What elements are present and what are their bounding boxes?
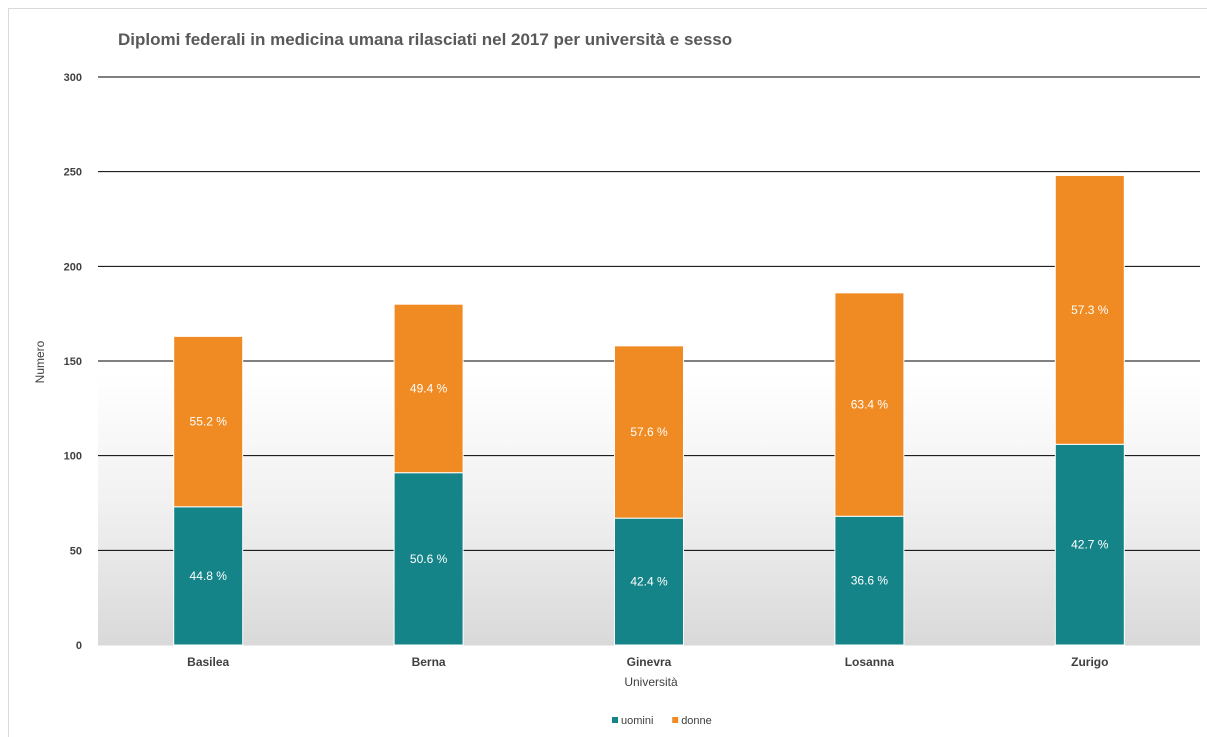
legend-label-donne: donne: [681, 715, 712, 727]
y-tick-label: 300: [64, 72, 82, 84]
data-label: 42.7 %: [1071, 538, 1109, 552]
data-label: 49.4 %: [410, 381, 448, 395]
x-tick-label: Ginevra: [627, 655, 672, 669]
data-label: 36.6 %: [851, 574, 889, 588]
x-tick-label: Basilea: [187, 655, 229, 669]
chart-title: Diplomi federali in medicina umana rilas…: [118, 30, 732, 49]
bar-uomini-ginevra: [614, 517, 684, 646]
bars: [173, 174, 1125, 646]
data-label: 55.2 %: [190, 415, 228, 429]
bar-uomini-losanna: [834, 515, 905, 646]
data-label: 57.3 %: [1071, 303, 1109, 317]
y-tick-label: 200: [64, 261, 82, 273]
bar-uomini-zurigo: [1054, 443, 1125, 646]
data-label: 42.4 %: [630, 575, 668, 589]
y-tick-label: 0: [76, 640, 82, 652]
y-tick-label: 150: [64, 356, 82, 368]
x-axis-title: Università: [624, 675, 678, 689]
x-tick-label: Losanna: [845, 655, 895, 669]
legend: uomini donne: [612, 715, 712, 727]
data-label: 63.4 %: [851, 398, 889, 412]
bar-donne-zurigo: [1054, 174, 1125, 445]
legend-label-uomini: uomini: [621, 715, 653, 727]
bar-donne-berna: [393, 303, 464, 474]
x-tick-label: Zurigo: [1071, 655, 1108, 669]
bar-donne-losanna: [834, 292, 905, 517]
data-label: 57.6 %: [630, 425, 668, 439]
y-tick-label: 50: [70, 545, 82, 557]
legend-swatch-uomini: [612, 717, 618, 723]
y-axis-title: Numero: [33, 340, 47, 383]
data-label: 50.6 %: [410, 552, 448, 566]
y-tick-label: 100: [64, 451, 82, 463]
bar-labels: 44.8 % 55.2 % 50.6 % 49.4 % 42.4 % 57.6 % 36.6…: [190, 303, 1109, 589]
bar-donne-ginevra: [614, 345, 684, 519]
legend-swatch-donne: [672, 717, 679, 723]
data-label: 44.8 %: [190, 569, 228, 583]
x-tick-label: Berna: [412, 655, 446, 669]
y-tick-label: 250: [64, 167, 82, 179]
bar-donne-basilea: [173, 335, 244, 508]
axes: 0 50 100 150 200 250 300 Basilea Berna Ginevra Los…: [64, 72, 1109, 669]
